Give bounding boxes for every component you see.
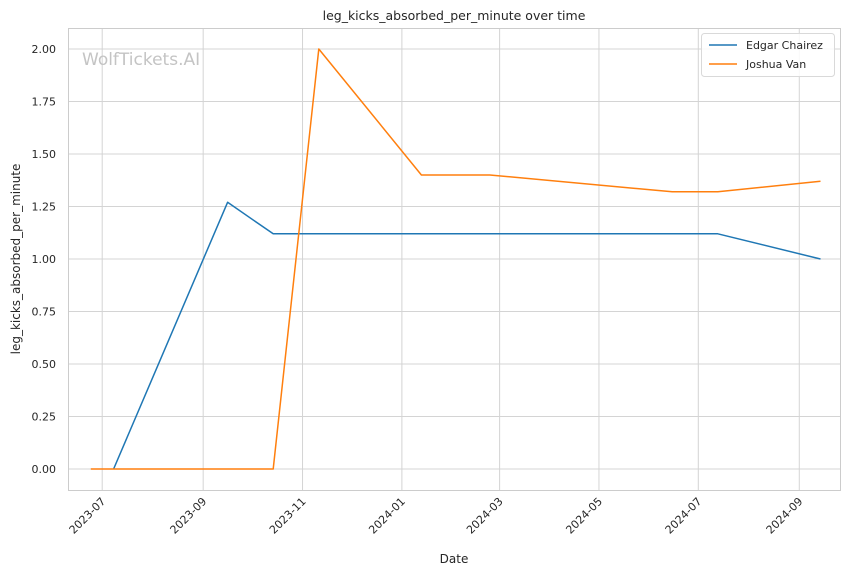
y-tick-label: 1.50 bbox=[32, 148, 57, 161]
series-layer bbox=[90, 48, 821, 470]
y-tick-label: 0.00 bbox=[32, 463, 57, 476]
series-line-edgar-chairez bbox=[112, 201, 821, 470]
y-tick-label: 0.75 bbox=[32, 306, 57, 319]
y-tick-label: 0.50 bbox=[32, 358, 57, 371]
legend-label-edgar-chairez: Edgar Chairez bbox=[746, 39, 823, 52]
watermark-text: WolfTickets.AI bbox=[82, 50, 200, 70]
x-tick-label: 2024-01 bbox=[366, 495, 408, 537]
series-line-joshua-van bbox=[90, 48, 821, 470]
x-tick-label: 2024-03 bbox=[464, 495, 506, 537]
legend-label-joshua-van: Joshua Van bbox=[745, 58, 806, 71]
x-axis-title: Date bbox=[440, 552, 469, 566]
x-tick-label: 2023-07 bbox=[67, 495, 109, 537]
x-tick-label: 2024-07 bbox=[663, 495, 705, 537]
y-tick-label: 0.25 bbox=[32, 411, 57, 424]
y-axis-title: leg_kicks_absorbed_per_minute bbox=[9, 164, 23, 355]
y-tick-label: 1.25 bbox=[32, 201, 57, 214]
x-tick-label: 2024-09 bbox=[764, 495, 806, 537]
x-tick-label: 2024-05 bbox=[563, 495, 605, 537]
legend: Edgar Chairez Joshua Van bbox=[701, 33, 835, 77]
y-tick-labels: 0.00 0.25 0.50 0.75 1.00 1.25 1.50 1.75 2.00 bbox=[32, 43, 57, 476]
x-tick-labels: 2023-07 2023-09 2023-11 2024-01 2024-03 2024-… bbox=[67, 495, 806, 537]
plot-area-frame bbox=[68, 28, 841, 491]
chart-title: leg_kicks_absorbed_per_minute over time bbox=[323, 8, 586, 23]
y-tick-label: 1.00 bbox=[32, 253, 57, 266]
grid-layer bbox=[68, 28, 840, 490]
y-tick-label: 2.00 bbox=[32, 43, 57, 56]
x-tick-label: 2023-11 bbox=[267, 495, 309, 537]
x-tick-label: 2023-09 bbox=[168, 495, 210, 537]
y-tick-label: 1.75 bbox=[32, 96, 57, 109]
